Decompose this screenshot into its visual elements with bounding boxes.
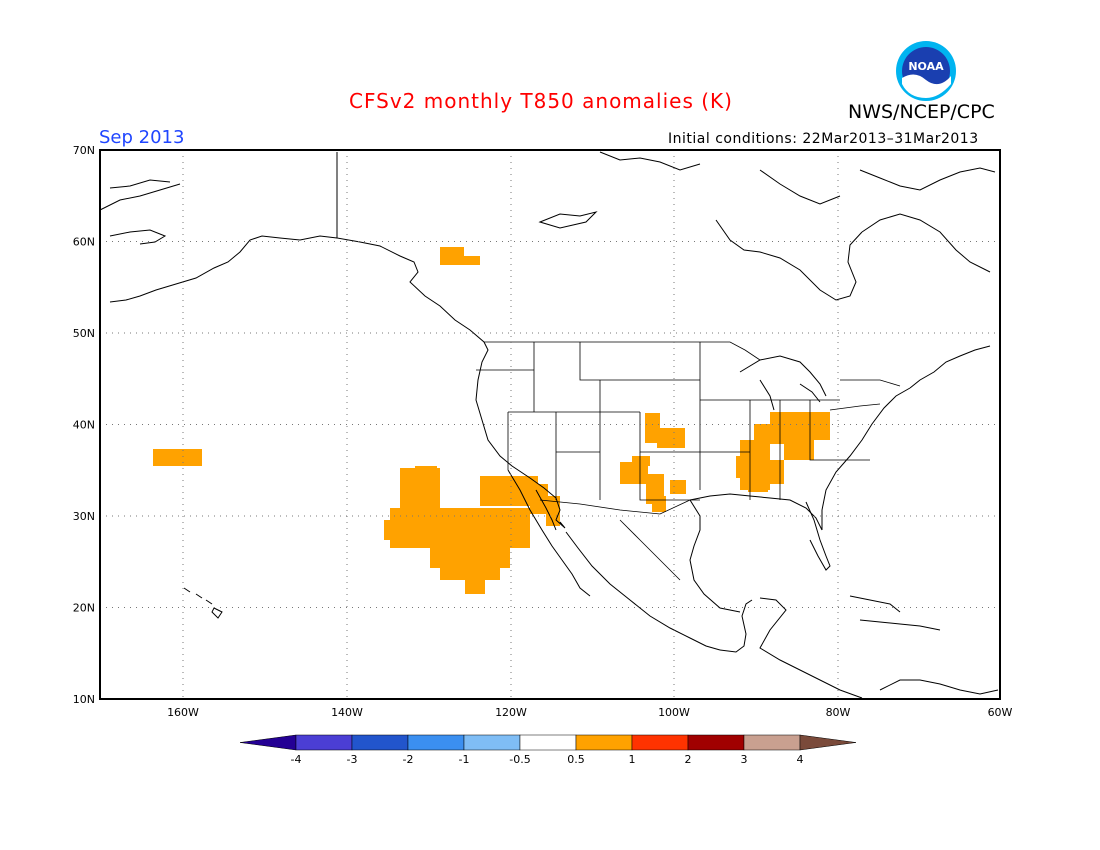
lat-label: 60N <box>73 236 95 249</box>
lat-label: 50N <box>73 327 95 340</box>
anomaly-cell <box>784 434 814 460</box>
map-frame <box>99 149 1001 700</box>
lon-label: 100W <box>658 706 690 719</box>
anomaly-cell <box>657 428 685 448</box>
lon-label: 120W <box>495 706 527 719</box>
organization-label: NWS/NCEP/CPC <box>848 101 995 123</box>
colorbar-segment <box>687 734 745 751</box>
chart-title: CFSv2 monthly T850 anomalies (K) <box>349 89 733 113</box>
colorbar-segment <box>631 734 689 751</box>
anomaly-cell <box>464 256 480 265</box>
colorbar-segment <box>575 734 633 751</box>
anomaly-cell <box>430 548 510 568</box>
anomaly-shading <box>153 247 830 594</box>
colorbar-tick-label: -2 <box>403 753 414 766</box>
colorbar-tick-label: -1 <box>459 753 470 766</box>
anomaly-cell <box>440 247 464 265</box>
lat-label: 20N <box>73 602 95 615</box>
anomaly-cell <box>670 480 686 494</box>
anomaly-cell <box>440 568 500 580</box>
lon-label: 60W <box>988 706 1013 719</box>
lat-label: 30N <box>73 510 95 523</box>
anomaly-cell <box>620 462 648 484</box>
lon-label: 80W <box>826 706 851 719</box>
colorbar-segment <box>519 734 577 751</box>
colorbar-tick-label: 2 <box>685 753 692 766</box>
anomaly-cell <box>632 456 650 466</box>
anomaly-cell <box>480 476 538 506</box>
lon-label: 160W <box>167 706 199 719</box>
colorbar-right-arrow <box>799 734 857 751</box>
anomaly-cell <box>153 449 202 466</box>
lon-label: 140W <box>331 706 363 719</box>
anomaly-cell <box>530 484 548 514</box>
colorbar-tick-label: 1 <box>629 753 636 766</box>
political-boundaries <box>476 341 901 581</box>
colorbar-tick-label: -0.5 <box>509 753 530 766</box>
coastlines <box>99 151 999 699</box>
lat-label: 10N <box>73 693 95 706</box>
colorbar-left-arrow <box>239 734 297 751</box>
anomaly-cell <box>736 456 754 478</box>
anomaly-cell <box>465 580 485 594</box>
logo-text: NOAA <box>908 60 944 73</box>
lat-lon-grid <box>100 150 1000 699</box>
colorbar-tick-label: -3 <box>347 753 358 766</box>
lat-label: 40N <box>73 419 95 432</box>
colorbar <box>239 734 857 751</box>
lat-label: 70N <box>73 144 95 157</box>
colorbar-tick-label: -4 <box>291 753 302 766</box>
colorbar-segment <box>743 734 801 751</box>
colorbar-segment <box>351 734 409 751</box>
colorbar-tick-label: 3 <box>741 753 748 766</box>
anomaly-cell <box>748 480 768 492</box>
anomaly-cell <box>415 466 437 476</box>
forecast-month: Sep 2013 <box>99 127 185 148</box>
anomaly-cell <box>390 508 530 548</box>
colorbar-tick-label: 4 <box>797 753 804 766</box>
colorbar-segment <box>463 734 521 751</box>
colorbar-tick-label: 0.5 <box>567 753 585 766</box>
anomaly-cell <box>652 496 666 512</box>
noaa-logo: NOAA <box>896 41 956 101</box>
initial-conditions: Initial conditions: 22Mar2013–31Mar2013 <box>668 131 979 147</box>
colorbar-segment <box>407 734 465 751</box>
anomaly-cell <box>645 413 660 443</box>
colorbar-segment <box>295 734 353 751</box>
